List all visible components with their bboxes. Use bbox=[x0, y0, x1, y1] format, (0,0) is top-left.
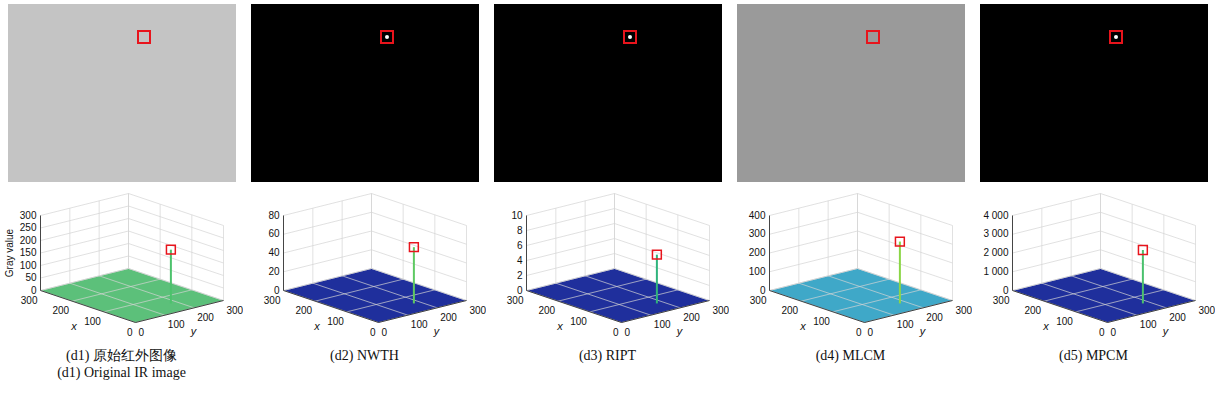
svg-text:300: 300 bbox=[227, 305, 244, 316]
svg-text:300: 300 bbox=[993, 295, 1010, 306]
svg-text:0: 0 bbox=[868, 327, 874, 338]
svg-text:0: 0 bbox=[760, 285, 766, 296]
svg-text:0: 0 bbox=[370, 327, 376, 338]
svg-text:300: 300 bbox=[750, 295, 767, 306]
svg-text:0: 0 bbox=[139, 327, 145, 338]
svg-text:x: x bbox=[70, 320, 77, 332]
svg-text:50: 50 bbox=[25, 272, 37, 283]
svg-text:100: 100 bbox=[654, 319, 671, 330]
svg-text:100: 100 bbox=[1140, 319, 1157, 330]
html-text:(d4) MLCM: (d4) MLCM bbox=[815, 348, 886, 363]
svg-text:200: 200 bbox=[197, 312, 214, 323]
svg-text:8: 8 bbox=[517, 225, 523, 236]
html-text:(d2) NWTH: (d2) NWTH bbox=[330, 348, 399, 363]
svg-text:y: y bbox=[676, 325, 684, 337]
svg-text:200: 200 bbox=[538, 305, 555, 316]
svg-text:100: 100 bbox=[327, 316, 344, 327]
svg-text:300: 300 bbox=[749, 228, 766, 239]
svg-text:300: 300 bbox=[21, 295, 38, 306]
svg-text:100: 100 bbox=[168, 319, 185, 330]
svg-text:100: 100 bbox=[411, 319, 428, 330]
svg-text:0: 0 bbox=[625, 327, 631, 338]
svg-text:250: 250 bbox=[20, 222, 37, 233]
svg-text:0: 0 bbox=[1111, 327, 1117, 338]
svg-text:0: 0 bbox=[613, 327, 619, 338]
svg-text:200: 200 bbox=[749, 247, 766, 258]
svg-text:200: 200 bbox=[926, 312, 943, 323]
svg-text:x: x bbox=[1042, 320, 1049, 332]
svg-text:100: 100 bbox=[897, 319, 914, 330]
svg-text:y: y bbox=[1162, 325, 1170, 337]
svg-text:200: 200 bbox=[1169, 312, 1186, 323]
svg-text:300: 300 bbox=[713, 305, 730, 316]
svg-text:0: 0 bbox=[31, 285, 37, 296]
svg-text:0: 0 bbox=[1003, 285, 1009, 296]
svg-text:200: 200 bbox=[1024, 305, 1041, 316]
svg-text:x: x bbox=[313, 320, 320, 332]
svg-text:100: 100 bbox=[813, 316, 830, 327]
svg-text:300: 300 bbox=[1199, 305, 1216, 316]
svg-text:x: x bbox=[556, 320, 563, 332]
svg-text:150: 150 bbox=[20, 247, 37, 258]
svg-text:y: y bbox=[433, 325, 441, 337]
svg-text:0: 0 bbox=[382, 327, 388, 338]
svg-text:100: 100 bbox=[20, 260, 37, 271]
svg-text:200: 200 bbox=[440, 312, 457, 323]
svg-text:4: 4 bbox=[517, 255, 523, 266]
svg-text:300: 300 bbox=[20, 210, 37, 221]
html-text:(d5) MPCM: (d5) MPCM bbox=[1059, 348, 1128, 363]
svg-text:300: 300 bbox=[956, 305, 973, 316]
svg-text:10: 10 bbox=[511, 210, 523, 221]
svg-text:100: 100 bbox=[1056, 316, 1073, 327]
svg-text:3 000: 3 000 bbox=[983, 228, 1008, 239]
svg-text:0: 0 bbox=[1099, 327, 1105, 338]
svg-text:100: 100 bbox=[84, 316, 101, 327]
svg-text:80: 80 bbox=[268, 210, 280, 221]
svg-text:x: x bbox=[799, 320, 806, 332]
svg-text:20: 20 bbox=[268, 266, 280, 277]
svg-text:100: 100 bbox=[570, 316, 587, 327]
svg-text:200: 200 bbox=[295, 305, 312, 316]
svg-text:0: 0 bbox=[517, 285, 523, 296]
svg-text:0: 0 bbox=[856, 327, 862, 338]
svg-text:0: 0 bbox=[274, 285, 280, 296]
svg-text:4 000: 4 000 bbox=[983, 210, 1008, 221]
svg-text:60: 60 bbox=[268, 228, 280, 239]
svg-text:y: y bbox=[919, 325, 927, 337]
svg-text:100: 100 bbox=[749, 266, 766, 277]
svg-text:200: 200 bbox=[20, 235, 37, 246]
svg-text:200: 200 bbox=[781, 305, 798, 316]
svg-text:40: 40 bbox=[268, 247, 280, 258]
svg-text:2 000: 2 000 bbox=[983, 247, 1008, 258]
svg-text:300: 300 bbox=[470, 305, 487, 316]
svg-text:0: 0 bbox=[127, 327, 133, 338]
svg-text:Gray value: Gray value bbox=[4, 228, 15, 277]
svg-text:1 000: 1 000 bbox=[983, 266, 1008, 277]
svg-text:2: 2 bbox=[517, 270, 523, 281]
svg-text:6: 6 bbox=[517, 240, 523, 251]
svg-text:200: 200 bbox=[52, 305, 69, 316]
svg-text:300: 300 bbox=[507, 295, 524, 306]
svg-text:300: 300 bbox=[264, 295, 281, 306]
html-text:(d1) 原始红外图像: (d1) 原始红外图像 bbox=[66, 348, 177, 363]
svg-text:200: 200 bbox=[683, 312, 700, 323]
html-text:(d3) RIPT: (d3) RIPT bbox=[578, 348, 637, 363]
svg-text:400: 400 bbox=[749, 210, 766, 221]
svg-text:y: y bbox=[190, 325, 198, 337]
html-text:(d1) Original IR image: (d1) Original IR image bbox=[57, 365, 186, 380]
